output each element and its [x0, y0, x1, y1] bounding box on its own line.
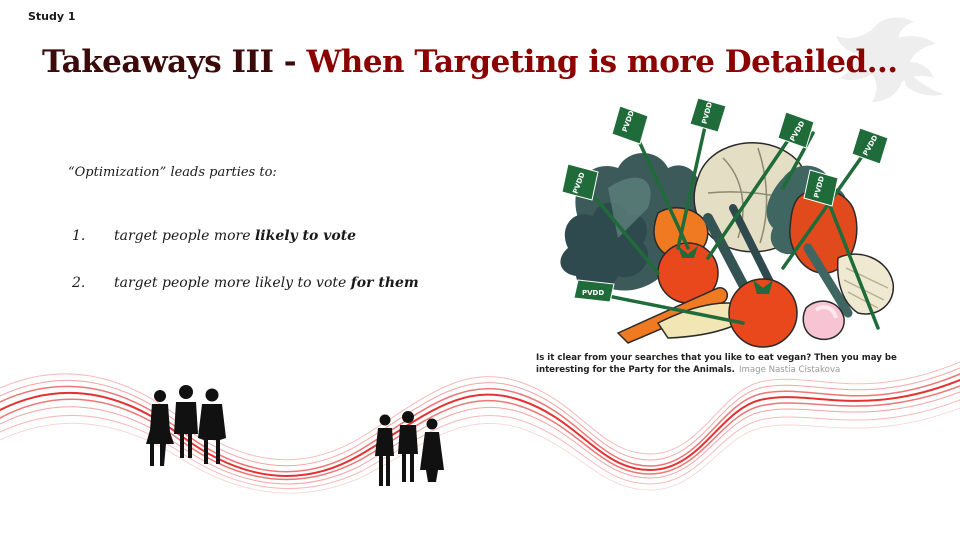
caption-credit: Image Nastia Cistakova: [738, 365, 841, 375]
list-text: target people more: [114, 228, 255, 244]
list-number: 1.: [72, 228, 86, 244]
list-item: 1. target people more likely to vote: [72, 228, 356, 244]
title-part-accent: When Targeting is more Detailed...: [306, 44, 898, 80]
vegetables-arrows-illustration: PVDD PVDD PVDD PVDD PVDD PVDD PVDD: [560, 98, 894, 348]
list-text: target people more likely to vote: [114, 275, 351, 291]
people-silhouette-icon: [146, 385, 226, 466]
dragon-watermark-icon: [836, 17, 944, 102]
people-silhouette-icon: [375, 411, 444, 486]
image-caption: Is it clear from your searches that you …: [536, 352, 936, 376]
study-label: Study 1: [28, 10, 76, 23]
list-emphasis: for them: [350, 275, 419, 291]
page-title: Takeaways III - When Targeting is more D…: [42, 44, 898, 80]
list-number: 2.: [72, 275, 86, 291]
list-emphasis: likely to vote: [254, 228, 357, 244]
intro-text: “Optimization” leads parties to:: [68, 165, 277, 180]
list-item: 2. target people more likely to vote for …: [72, 275, 419, 291]
caption-text: Is it clear from your searches that you …: [536, 353, 897, 375]
title-part-dark: Takeaways III -: [42, 44, 307, 80]
arrow-label: PVDD: [582, 289, 604, 297]
